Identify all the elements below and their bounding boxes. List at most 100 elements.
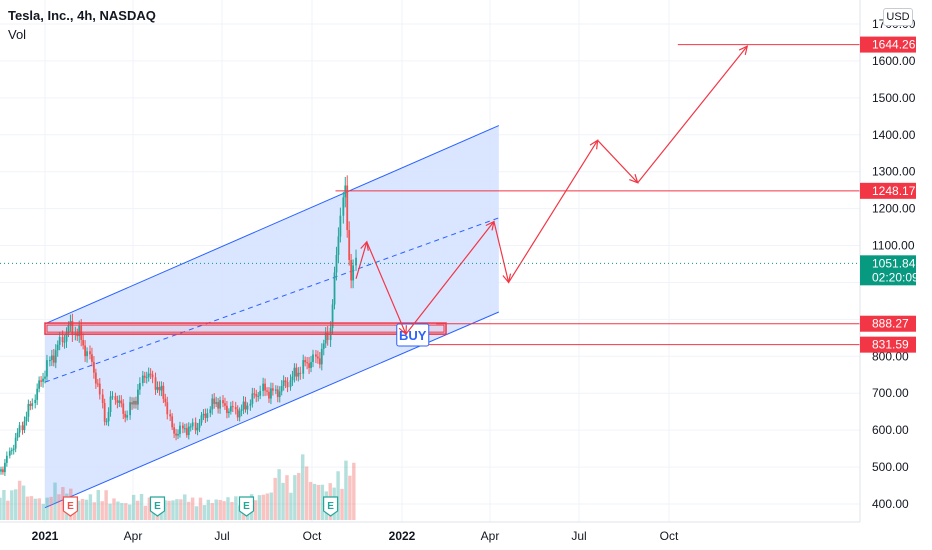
candle-body (234, 407, 237, 410)
candle-body (238, 410, 241, 418)
y-tick-label: 500.00 (872, 460, 909, 474)
candle (116, 395, 119, 409)
candle-body (344, 185, 347, 198)
candle-body (352, 265, 354, 281)
volume-bar (312, 483, 317, 520)
candle (284, 377, 287, 389)
candle (266, 387, 268, 396)
candle-body (91, 354, 93, 362)
volume-bar (120, 503, 124, 520)
candle (101, 388, 104, 409)
x-tick-label: Oct (303, 529, 322, 543)
candle (271, 382, 274, 396)
candle (50, 349, 53, 367)
volume-indicator-label[interactable]: Vol (8, 27, 27, 42)
candle (93, 356, 95, 379)
volume-bar (76, 500, 81, 520)
volume-bar (84, 499, 89, 520)
candle-body (224, 403, 226, 406)
candle (234, 401, 237, 415)
candle (217, 397, 220, 414)
candle-body (160, 385, 163, 391)
volume-bar (37, 498, 42, 520)
candle-body (23, 421, 26, 431)
y-tick-label: 1500.00 (872, 91, 916, 105)
candle-body (284, 380, 287, 383)
x-tick-label: 2021 (32, 529, 59, 543)
candle (63, 334, 66, 349)
candle (187, 422, 190, 440)
candle (122, 399, 125, 420)
x-tick-label: Apr (481, 529, 500, 543)
price-label: 1248.17 (872, 184, 916, 198)
volume-bar (112, 498, 116, 520)
candle-body (306, 362, 309, 364)
candle-body (80, 325, 83, 340)
volume-bar (222, 501, 226, 520)
candle-body (304, 360, 307, 363)
y-tick-label: 1300.00 (872, 165, 916, 179)
volume-bar (100, 501, 104, 520)
candle (200, 411, 203, 426)
candle-body (177, 433, 179, 436)
candle (352, 259, 354, 289)
candle-body (56, 344, 59, 351)
candle (280, 380, 283, 396)
candle (262, 377, 265, 397)
candle-body (302, 360, 305, 374)
candle-body (143, 375, 146, 378)
volume-bar (308, 481, 313, 520)
y-tick-label: 600.00 (872, 423, 909, 437)
candle (211, 394, 214, 415)
candle-body (109, 396, 112, 412)
candle (227, 408, 230, 418)
candle (173, 423, 176, 438)
candle-body (320, 348, 323, 365)
candle-body (21, 425, 24, 431)
candle (179, 421, 181, 438)
candle-body (276, 389, 279, 398)
candle-body (40, 380, 42, 382)
currency-button[interactable]: USD (883, 8, 913, 26)
buy-zone-inner-box (46, 324, 445, 333)
candle (82, 333, 85, 350)
candle (58, 331, 61, 351)
candle-body (0, 469, 2, 472)
candle-body (289, 380, 292, 388)
candle (137, 384, 139, 410)
projection-segment (405, 221, 495, 335)
candle-body (274, 389, 277, 391)
candle-body (217, 402, 220, 409)
earnings-marker-shape (149, 496, 166, 517)
candle-body (244, 401, 247, 410)
volume-bar (194, 506, 199, 520)
volume-bar (17, 480, 22, 520)
candle (18, 421, 21, 438)
candle-body (333, 272, 336, 305)
candle (91, 347, 93, 367)
candle-body (124, 413, 127, 418)
candle (312, 349, 314, 368)
candle (61, 330, 64, 347)
price-label: 888.27 (872, 317, 909, 331)
candle-body (42, 378, 44, 382)
candle (196, 422, 199, 436)
candle (16, 428, 19, 441)
candle (48, 356, 51, 367)
volume-bar (226, 497, 230, 520)
candle-body (348, 230, 351, 261)
candle (253, 387, 256, 399)
candle (219, 396, 221, 414)
volume-bar (108, 503, 112, 520)
candle-body (141, 375, 144, 384)
candle-body (227, 411, 230, 414)
volume-bar (135, 500, 140, 520)
candle-body (206, 413, 209, 418)
channel-fill (45, 125, 499, 508)
projection-segment (637, 45, 748, 184)
candle-body (149, 373, 152, 375)
candle (126, 410, 129, 421)
candle-body (173, 427, 176, 434)
candle-body (8, 451, 11, 456)
